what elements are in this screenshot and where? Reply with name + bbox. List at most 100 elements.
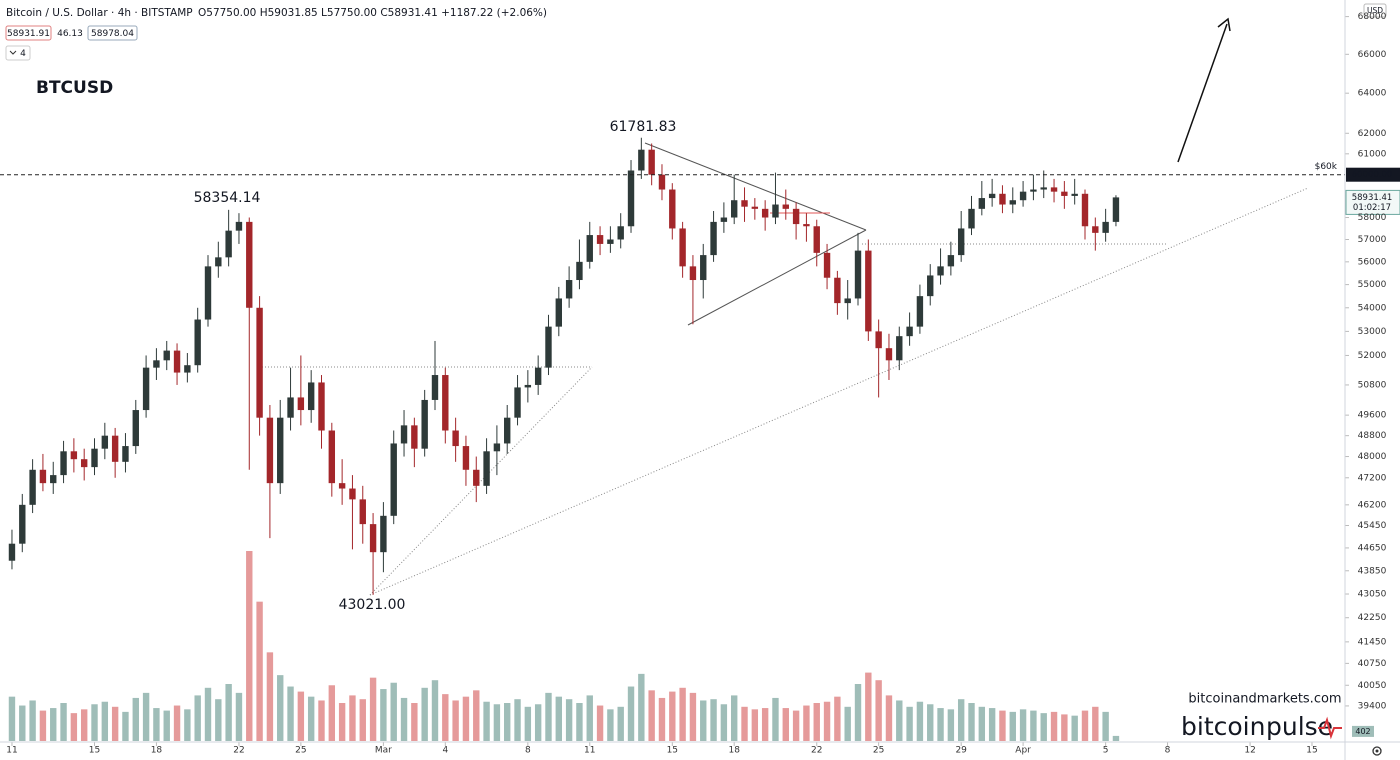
- currency-box[interactable]: [1363, 3, 1387, 18]
- y-tick-label: 55000: [1358, 280, 1387, 290]
- volume-bar: [596, 705, 604, 741]
- candle-body: [318, 382, 325, 431]
- y-tick-label: 52000: [1358, 351, 1387, 361]
- level-label: 60000.00: [1352, 170, 1393, 180]
- grid: [11, 16, 1349, 746]
- candle-body: [916, 296, 924, 327]
- x-tick-label: 5: [1103, 746, 1109, 756]
- volume-bar: [565, 699, 573, 741]
- currency-label[interactable]: USD: [1367, 6, 1383, 15]
- chevron-icon[interactable]: [9, 50, 17, 55]
- volume-bar: [400, 697, 408, 741]
- indicator-toggle[interactable]: [5, 45, 31, 61]
- volume-bar: [39, 710, 47, 741]
- candle-body: [669, 189, 676, 229]
- settings-icon-center[interactable]: [1375, 749, 1379, 753]
- volume-bar: [359, 699, 366, 741]
- y-tick-label: 49600: [1358, 411, 1387, 421]
- button[interactable]: [5, 25, 52, 41]
- candle-body: [607, 239, 614, 244]
- volume-bar: [854, 684, 862, 741]
- x-tick-label: 11: [584, 746, 595, 756]
- volume-bar: [349, 695, 356, 741]
- volume-bar: [731, 695, 738, 741]
- spread-label: 46.13: [57, 29, 83, 39]
- candle-body: [122, 446, 129, 462]
- volume-bar: [669, 691, 676, 741]
- candle-body: [369, 524, 377, 553]
- volume-bar: [875, 680, 882, 741]
- candle-body: [153, 360, 160, 368]
- candle-body: [184, 365, 191, 373]
- candle-body: [700, 255, 707, 281]
- x-tick-label: 12: [1244, 746, 1255, 756]
- button[interactable]: [87, 25, 138, 41]
- candle-body: [524, 384, 532, 388]
- volume-bar: [8, 696, 16, 741]
- x-tick-label: 25: [873, 746, 884, 756]
- candle-body: [648, 149, 655, 175]
- candle-body: [545, 326, 552, 368]
- candle-body: [555, 298, 562, 327]
- y-tick-label: 43850: [1358, 566, 1387, 576]
- volume-bar: [452, 700, 459, 741]
- volume-bar: [390, 682, 397, 741]
- y-tick-label: 48800: [1358, 431, 1387, 441]
- settings-icon[interactable]: [1372, 746, 1382, 756]
- y-tick-label: 54000: [1358, 303, 1387, 313]
- volume-bar: [122, 711, 129, 741]
- candle-body: [359, 499, 366, 525]
- volume-bar: [184, 709, 191, 741]
- volume-bar: [885, 695, 893, 741]
- volume-bar: [1112, 735, 1120, 741]
- candle-body: [462, 446, 470, 470]
- candle-body: [390, 443, 397, 516]
- candle-body: [1040, 187, 1047, 190]
- volume-bar: [968, 703, 975, 741]
- y-tick-label: 40050: [1358, 681, 1387, 691]
- x-tick-label: 25: [295, 746, 306, 756]
- candle-body: [1112, 197, 1120, 222]
- volume-bar: [545, 692, 552, 741]
- candle-body: [772, 204, 779, 218]
- volume-bar: [555, 696, 562, 741]
- candle-body: [194, 319, 201, 366]
- candle-body: [80, 459, 88, 468]
- y-tick-label: 68000: [1358, 12, 1387, 22]
- candle-body: [349, 488, 356, 500]
- volume-bar: [1102, 711, 1109, 741]
- y-tick-label: 61000: [1358, 149, 1387, 159]
- y-tick-label: 47200: [1358, 473, 1387, 483]
- volume-bar: [710, 699, 717, 741]
- button-label[interactable]: 4: [20, 49, 26, 59]
- annotation: 43021.00: [339, 597, 406, 613]
- candle-body: [638, 149, 645, 171]
- volume-bar: [1092, 706, 1099, 741]
- volume-bar: [493, 704, 501, 741]
- candle-body: [514, 387, 521, 418]
- volume-bar: [235, 692, 243, 741]
- volume-bar: [823, 701, 831, 741]
- volume-bar: [658, 697, 666, 741]
- watermark: bitcoinandmarkets.com: [1188, 692, 1341, 707]
- annotation: 58354.14: [194, 190, 261, 206]
- volume-bar: [287, 686, 294, 741]
- y-tick-label: 58000: [1358, 213, 1387, 223]
- logo-part: bitcoin: [1181, 712, 1265, 741]
- x-tick-label: 4: [442, 746, 448, 756]
- candle-body: [421, 399, 428, 449]
- volume-bar: [916, 701, 924, 741]
- candle-body: [565, 280, 573, 299]
- x-tick-label: 8: [1165, 746, 1171, 756]
- button-label[interactable]: 58978.04: [91, 29, 134, 39]
- button-label[interactable]: 58931.91: [7, 29, 50, 39]
- x-tick-label: 22: [811, 746, 822, 756]
- annotation: 61781.83: [610, 119, 677, 135]
- y-tick-label: 48000: [1358, 452, 1387, 462]
- candle-body: [1030, 189, 1037, 192]
- y-tick-label: 50800: [1358, 380, 1387, 390]
- x-tick-label: 18: [728, 746, 740, 756]
- candle-body: [761, 208, 769, 218]
- y-tick-label: 42250: [1358, 613, 1387, 623]
